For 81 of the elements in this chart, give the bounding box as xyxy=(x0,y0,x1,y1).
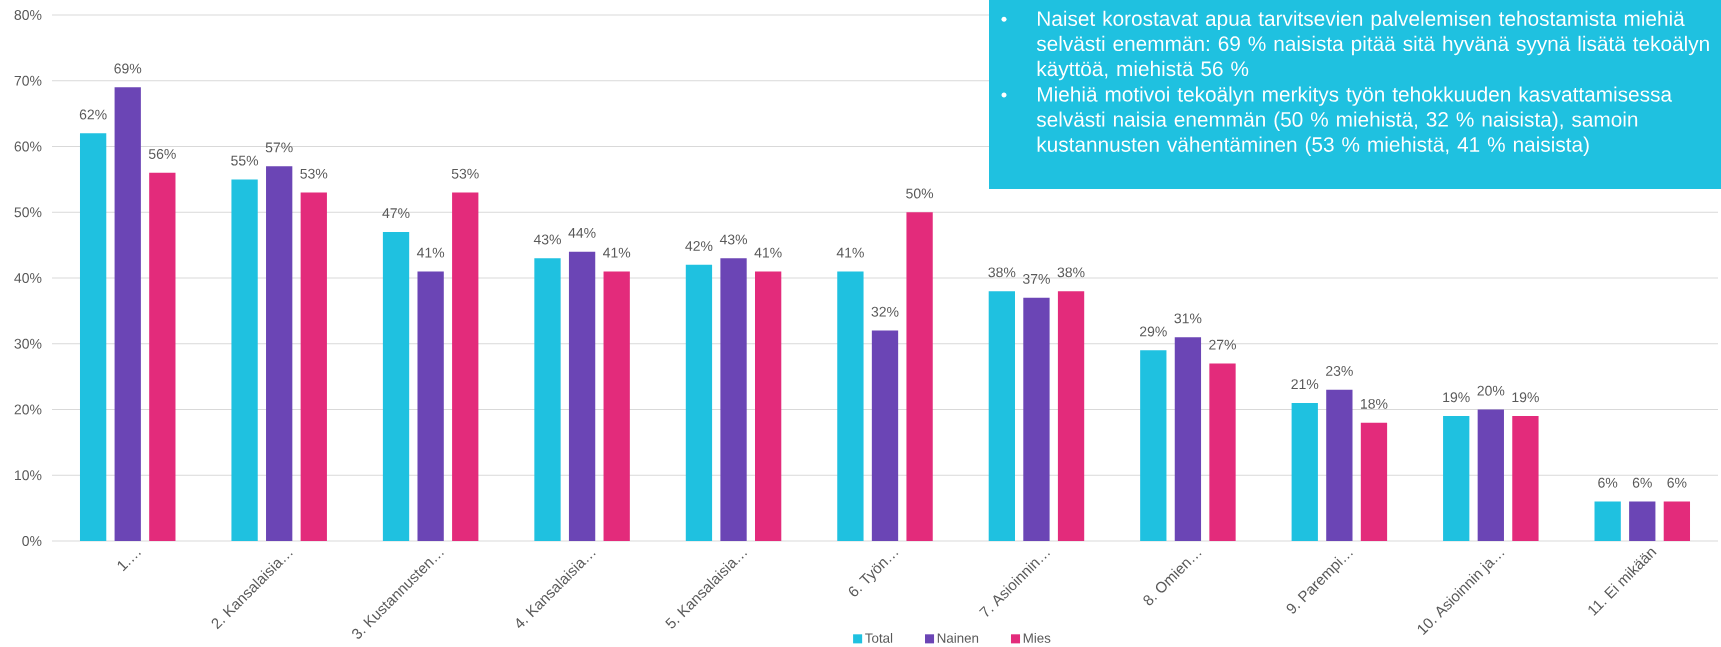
annotation: Miehiä motivoi tekoälyn merkitys työn tehokkuuden kasvattamisessa selvästi naisia enemmän (50 % miehistä, 32 % naisista), samoin kustannusten vähentäminen (53 % miehistä, 41 % naisista) xyxy=(1036,86,1672,156)
bar xyxy=(452,192,479,541)
bar xyxy=(300,192,327,541)
data-label: 41% xyxy=(836,247,864,258)
data-label: 50% xyxy=(906,188,934,199)
data-label: 53% xyxy=(451,168,479,179)
bar xyxy=(266,166,293,541)
bar xyxy=(1326,389,1353,541)
data-label: 21% xyxy=(1291,379,1319,390)
bar xyxy=(988,291,1015,541)
bar xyxy=(1023,297,1050,541)
data-label: 56% xyxy=(148,149,176,159)
y-tick-label: 10% xyxy=(15,470,42,481)
data-label: 37% xyxy=(1022,273,1050,284)
bar xyxy=(1663,501,1691,541)
bar xyxy=(1360,422,1388,541)
data-label: 69% xyxy=(114,63,142,74)
data-label: 18% xyxy=(1361,398,1388,409)
data-label: 43% xyxy=(533,234,561,245)
y-tick-label: 80% xyxy=(14,10,42,20)
y-tick-label: 70% xyxy=(14,75,42,86)
bar xyxy=(1174,337,1202,541)
bar xyxy=(1512,416,1539,541)
data-label: 19% xyxy=(1443,392,1470,403)
data-label: 38% xyxy=(1057,267,1085,278)
y-tick-label: 50% xyxy=(14,207,42,218)
bar xyxy=(837,271,864,541)
y-tick-label: 40% xyxy=(14,273,42,283)
data-label: 32% xyxy=(871,306,899,317)
data-label: 41% xyxy=(602,247,631,258)
legend-label: Mies xyxy=(1023,633,1051,643)
data-label: 62% xyxy=(79,109,107,120)
data-label: 57% xyxy=(265,142,293,153)
bar xyxy=(382,231,410,541)
data-label: 27% xyxy=(1209,339,1236,350)
data-label: 44% xyxy=(568,228,596,238)
bar xyxy=(568,251,596,541)
data-label: 6% xyxy=(1598,477,1618,488)
data-label: 38% xyxy=(988,267,1016,278)
legend-label: Nainen xyxy=(937,633,979,643)
bar xyxy=(114,87,141,541)
data-label: 31% xyxy=(1174,313,1202,324)
y-tick-label: 0% xyxy=(22,536,42,546)
bar xyxy=(1057,291,1085,541)
data-label: 23% xyxy=(1326,366,1353,376)
data-label: 19% xyxy=(1512,392,1539,403)
data-label: 43% xyxy=(719,234,748,245)
bar xyxy=(906,212,933,541)
data-label: 47% xyxy=(382,208,410,219)
bar xyxy=(685,264,713,541)
bar xyxy=(1629,501,1656,541)
y-tick-label: 20% xyxy=(14,404,42,415)
bar xyxy=(417,271,444,541)
bar xyxy=(149,172,176,541)
data-label: 41% xyxy=(754,247,782,258)
bar xyxy=(720,258,747,541)
data-label: 20% xyxy=(1477,385,1505,396)
bar xyxy=(1594,501,1621,541)
data-label: 53% xyxy=(300,168,328,179)
bar xyxy=(1443,416,1470,541)
bar xyxy=(1209,363,1236,541)
bar xyxy=(755,271,782,541)
bar xyxy=(603,271,630,541)
y-tick-label: 30% xyxy=(14,338,42,349)
data-label: 6% xyxy=(1632,477,1652,488)
x-tick-label: 1.… xyxy=(117,552,141,572)
bar xyxy=(534,258,561,541)
data-label: 42% xyxy=(685,241,713,251)
annotation: Naiset korostavat apua tarvitsevien palvelemisen tehostamista miehiä selvästi enemmän: 69 % naisista pitää sitä hyvänä syynä lisätä tekoälyn käyttöä, miehistä 56 % xyxy=(1036,10,1709,81)
data-label: 6% xyxy=(1667,477,1687,488)
bar xyxy=(1291,402,1318,541)
data-label: 29% xyxy=(1140,326,1167,337)
bar xyxy=(231,179,258,541)
y-tick-label: 60% xyxy=(14,141,42,152)
data-label: 41% xyxy=(416,247,445,258)
bar xyxy=(1477,409,1504,541)
bar xyxy=(79,133,107,541)
legend-label: Total xyxy=(865,633,893,643)
data-label: 55% xyxy=(231,155,259,166)
bar xyxy=(1140,350,1167,541)
bar xyxy=(871,330,899,541)
